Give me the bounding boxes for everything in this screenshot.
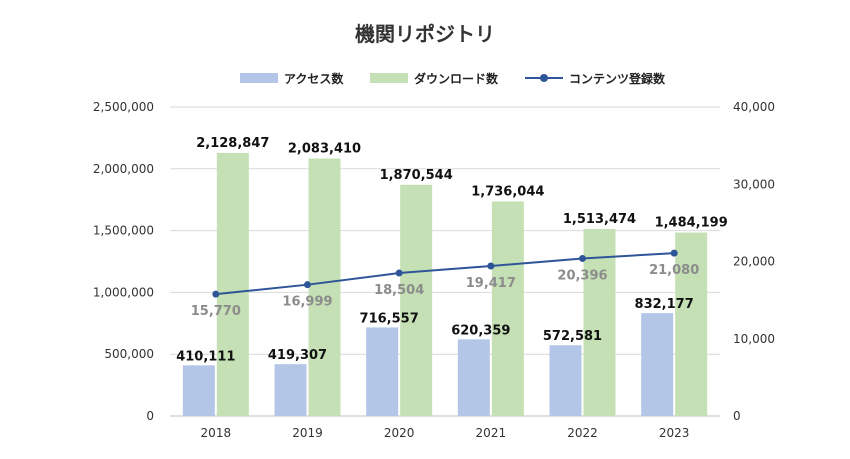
x-tick-label: 2020 <box>384 426 415 440</box>
bar-access <box>366 327 399 416</box>
data-label-content: 18,504 <box>374 283 424 298</box>
y-left-tick-label: 1,500,000 <box>93 224 154 238</box>
data-label-content: 21,080 <box>649 263 699 278</box>
bar-access <box>182 365 215 416</box>
line-marker <box>212 290 220 298</box>
y-right-tick-label: 30,000 <box>733 177 775 191</box>
line-content-count <box>215 252 675 296</box>
bar-download <box>216 152 249 416</box>
data-label-download: 1,870,544 <box>380 168 453 183</box>
data-label-access: 620,359 <box>451 323 510 338</box>
data-label-content: 16,999 <box>282 295 332 310</box>
data-label-download: 1,513,474 <box>563 212 636 227</box>
bar-access <box>549 345 582 416</box>
line-marker <box>670 249 678 257</box>
bar-access <box>274 364 307 416</box>
bar-download <box>675 232 708 416</box>
y-right-tick-label: 0 <box>733 409 741 423</box>
x-tick-label: 2023 <box>659 426 690 440</box>
y-left-tick-label: 2,000,000 <box>93 162 154 176</box>
bar-download <box>491 201 524 416</box>
x-tick-label: 2022 <box>567 426 598 440</box>
y-left-tick-label: 0 <box>146 409 154 423</box>
data-label-download: 1,736,044 <box>471 184 544 199</box>
legend-label-content: コンテンツ登録数 <box>569 71 666 86</box>
legend-swatch-content <box>525 72 563 84</box>
data-label-download: 2,083,410 <box>288 141 361 156</box>
data-label-content: 20,396 <box>557 268 607 283</box>
legend-swatch-access <box>240 73 278 83</box>
data-label-access: 410,111 <box>176 349 235 364</box>
legend-item-content: コンテンツ登録数 <box>525 68 665 88</box>
y-right-tick-label: 40,000 <box>733 100 775 114</box>
line-marker <box>395 269 403 277</box>
chart-title: 機関リポジトリ <box>355 22 495 46</box>
line-marker <box>579 254 586 262</box>
y-left-tick-label: 2,500,000 <box>93 100 154 114</box>
data-label-access: 716,557 <box>360 311 419 326</box>
data-label-content: 15,770 <box>191 304 241 319</box>
bar-download <box>308 158 341 416</box>
bar-download <box>583 228 616 416</box>
y-left-tick-label: 500,000 <box>104 347 154 361</box>
legend-swatch-download <box>370 73 408 83</box>
y-right-tick-label: 20,000 <box>733 255 775 269</box>
data-label-access: 572,581 <box>543 329 602 344</box>
data-label-download: 2,128,847 <box>196 136 269 151</box>
x-tick-label: 2021 <box>476 426 507 440</box>
legend-item-access: アクセス数 <box>240 68 343 88</box>
y-left-tick-label: 1,000,000 <box>93 285 154 299</box>
x-tick-label: 2019 <box>292 426 323 440</box>
data-label-content: 19,417 <box>466 276 516 291</box>
data-label-access: 832,177 <box>635 297 694 312</box>
legend-label-download: ダウンロード数 <box>414 71 499 86</box>
bar-access <box>457 339 490 416</box>
line-marker <box>487 262 495 270</box>
data-label-download: 1,484,199 <box>655 216 728 231</box>
data-label-access: 419,307 <box>268 348 327 363</box>
line-marker <box>304 281 311 289</box>
y-right-tick-label: 10,000 <box>733 332 775 346</box>
bar-access <box>641 313 674 416</box>
legend-label-access: アクセス数 <box>284 71 344 86</box>
legend: アクセス数 ダウンロード数 コンテンツ登録数 <box>0 68 850 90</box>
legend-item-download: ダウンロード数 <box>370 68 498 88</box>
bar-download <box>400 184 433 416</box>
x-tick-label: 2018 <box>201 426 232 440</box>
